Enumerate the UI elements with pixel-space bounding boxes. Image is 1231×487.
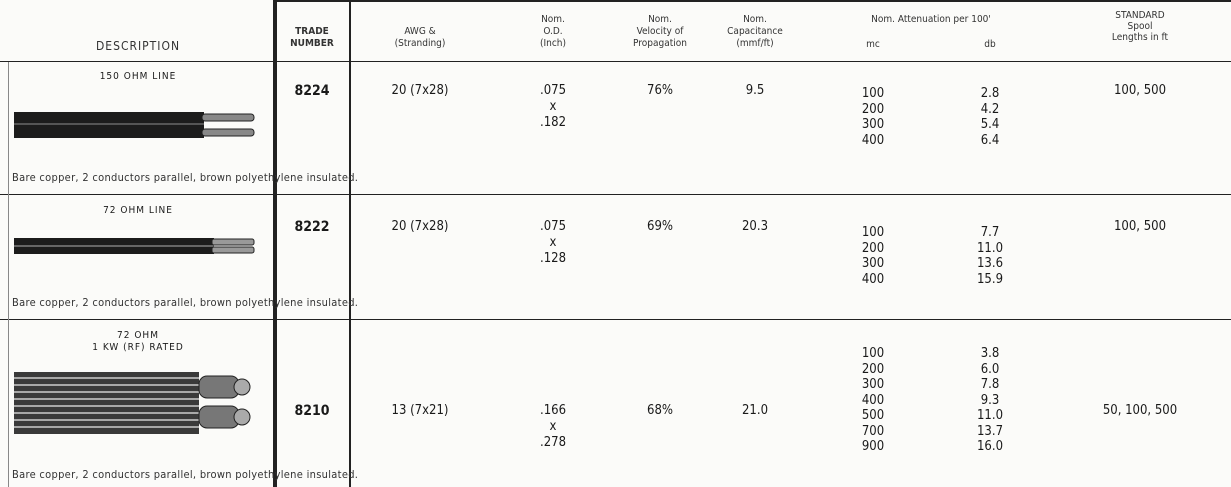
- attenuation: 11.0: [976, 408, 1004, 423]
- capacitance: 20.3: [741, 219, 769, 234]
- frequency: 200: [861, 361, 885, 377]
- spool-lengths: 50, 100, 500: [1102, 403, 1178, 418]
- header-label: Nom. Attenuation per 100': [871, 14, 991, 25]
- header-label: (mmf/ft): [736, 38, 774, 49]
- header-label: O.D.: [543, 26, 563, 37]
- frequency: 100: [861, 86, 885, 101]
- attenuation: 6.0: [980, 361, 1000, 377]
- trade-column-bar: [273, 0, 277, 487]
- attenuation: 9.3: [980, 392, 1000, 408]
- header-label: mc: [866, 39, 880, 50]
- header-label: Spool: [1127, 21, 1153, 32]
- awg: 13 (7x21): [391, 403, 449, 418]
- attenuation: 4.2: [980, 101, 1000, 117]
- row-title: 72 OHM LINE: [103, 205, 173, 216]
- awg: 20 (7x28): [391, 219, 449, 234]
- attenuation: 13.7: [976, 423, 1004, 439]
- header-label: (Inch): [539, 38, 567, 49]
- header-label: NUMBER: [290, 38, 334, 49]
- frequency: 300: [861, 256, 885, 271]
- outer-diameter: .166: [539, 403, 567, 418]
- velocity: 76%: [647, 83, 673, 98]
- header-label: STANDARD: [1115, 10, 1165, 21]
- header-label: Nom.: [648, 14, 672, 25]
- row-rule: [0, 319, 1231, 320]
- header-label: Lengths in ft: [1111, 32, 1169, 43]
- trade-column-rule: [349, 0, 351, 487]
- header-label: DESCRIPTION: [95, 39, 181, 53]
- frequency: 100: [861, 346, 885, 361]
- attenuation: 3.8: [980, 346, 1000, 361]
- row-note: Bare copper, 2 conductors parallel, brow…: [12, 468, 359, 481]
- row-note: Bare copper, 2 conductors parallel, brow…: [12, 296, 359, 309]
- frequency: 200: [861, 101, 885, 117]
- attenuation: 16.0: [976, 439, 1004, 454]
- header-bottom-rule: [0, 61, 1231, 62]
- header-top-rule: [275, 0, 1231, 2]
- capacitance: 21.0: [741, 403, 769, 418]
- cable-image: [14, 372, 251, 434]
- attenuation: 2.8: [980, 86, 1000, 101]
- frequency: 700: [861, 423, 885, 439]
- outer-diameter: x: [549, 99, 557, 114]
- cable-image: [14, 112, 255, 138]
- header-label: Velocity of: [636, 26, 684, 37]
- row-rule: [0, 194, 1231, 195]
- awg: 20 (7x28): [391, 83, 449, 98]
- outer-diameter: .075: [539, 219, 567, 234]
- row-title: 150 OHM LINE: [99, 71, 177, 82]
- spool-lengths: 100, 500: [1113, 219, 1167, 234]
- header-label: AWG &: [404, 26, 436, 37]
- header-label: (Stranding): [394, 38, 446, 49]
- trade-number: 8224: [294, 83, 330, 99]
- outer-diameter: x: [549, 419, 557, 434]
- row-title: 1 KW (RF) RATED: [92, 342, 184, 353]
- attenuation: 7.8: [980, 377, 1000, 392]
- attenuation: 7.7: [980, 225, 1000, 240]
- header-label: Nom.: [743, 14, 767, 25]
- cable-image: [14, 238, 255, 254]
- row-title: 72 OHM: [117, 330, 159, 341]
- outer-diameter: .075: [539, 83, 567, 98]
- spool-lengths: 100, 500: [1113, 83, 1167, 98]
- frequency: 900: [861, 439, 885, 454]
- row-note: Bare copper, 2 conductors parallel, brow…: [12, 171, 359, 184]
- trade-number: 8210: [294, 403, 330, 419]
- velocity: 69%: [647, 219, 673, 234]
- outer-diameter: .278: [539, 435, 567, 450]
- left-rule: [8, 62, 9, 487]
- trade-number: 8222: [294, 219, 330, 235]
- velocity: 68%: [647, 403, 673, 418]
- frequency: 400: [861, 132, 885, 148]
- frequency: 200: [861, 240, 885, 256]
- attenuation: 5.4: [980, 117, 1000, 132]
- frequency: 400: [861, 392, 885, 408]
- attenuation: 13.6: [976, 256, 1004, 271]
- outer-diameter: .128: [539, 251, 567, 266]
- frequency: 500: [861, 408, 885, 423]
- header-label: Capacitance: [727, 26, 783, 37]
- attenuation: 6.4: [980, 132, 1000, 148]
- frequency: 100: [861, 225, 885, 240]
- frequency: 400: [861, 271, 885, 287]
- outer-diameter: .182: [539, 115, 567, 130]
- header-label: Nom.: [541, 14, 565, 25]
- header-label: db: [984, 39, 996, 50]
- outer-diameter: x: [549, 235, 557, 250]
- attenuation: 15.9: [976, 271, 1004, 287]
- header-label: Propagation: [633, 38, 687, 49]
- frequency: 300: [861, 377, 885, 392]
- capacitance: 9.5: [745, 83, 765, 98]
- frequency: 300: [861, 117, 885, 132]
- attenuation: 11.0: [976, 240, 1004, 256]
- header-label: TRADE: [295, 26, 329, 37]
